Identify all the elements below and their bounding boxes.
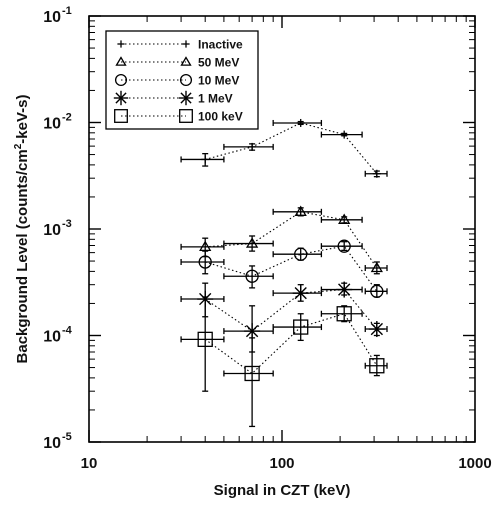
- triangle-marker: [199, 240, 212, 251]
- y-tick-exponent: -5: [62, 431, 72, 443]
- data-point: [364, 169, 388, 178]
- data-point: [320, 213, 363, 224]
- plus-marker: [182, 40, 190, 48]
- data-point: [180, 152, 225, 167]
- data-point: [223, 235, 274, 252]
- y-tick-label: 10: [43, 222, 61, 239]
- data-point: [320, 305, 363, 323]
- data-point: [364, 321, 388, 338]
- data-point: [223, 142, 274, 151]
- triangle-marker: [294, 205, 307, 216]
- triangle-marker: [115, 56, 127, 66]
- data-point: [272, 313, 323, 342]
- data-point: [272, 205, 323, 217]
- legend-entry: Inactive: [117, 38, 243, 52]
- legend-label: Inactive: [198, 38, 243, 52]
- series-line: [205, 245, 378, 292]
- star-marker: [336, 281, 353, 298]
- plus-marker: [201, 155, 210, 164]
- square-marker: [369, 358, 385, 374]
- plus-marker: [248, 142, 257, 151]
- legend-label: 50 MeV: [198, 56, 239, 70]
- data-series: [180, 118, 388, 428]
- data-point: [272, 284, 323, 302]
- series-line: [205, 122, 378, 175]
- plus-marker: [296, 118, 305, 127]
- circle-marker: [370, 284, 384, 298]
- x-axis-label: Signal in CZT (keV): [214, 482, 351, 499]
- series-50-mev: [180, 205, 388, 275]
- star-marker: [368, 321, 385, 338]
- triangle-marker: [338, 213, 351, 224]
- series-line: [204, 313, 378, 375]
- series-100-kev: [180, 296, 388, 428]
- x-tick-label: 1000: [458, 455, 491, 472]
- square-marker: [244, 365, 260, 382]
- legend: Inactive 50 MeV 10 MeV 1 MeV 100 keV: [105, 30, 259, 130]
- legend-label: 100 keV: [198, 110, 243, 124]
- data-point: [180, 250, 225, 275]
- y-axis-ticks: 10-510-410-310-210-1: [43, 5, 475, 452]
- data-point: [180, 296, 225, 392]
- plus-marker: [117, 40, 125, 48]
- y-tick-exponent: -1: [62, 5, 72, 17]
- circle-marker: [294, 247, 308, 261]
- star-marker: [244, 323, 261, 340]
- star-marker: [178, 90, 194, 106]
- triangle-marker: [245, 237, 259, 248]
- legend-entry: 50 MeV: [115, 56, 239, 70]
- square-marker: [293, 319, 309, 335]
- data-point: [223, 305, 274, 353]
- circle-marker: [114, 73, 128, 87]
- data-point: [320, 281, 363, 298]
- circle-marker: [245, 269, 259, 283]
- legend-entry: 100 keV: [114, 109, 243, 124]
- plus-marker: [372, 169, 381, 178]
- star-marker: [292, 285, 309, 302]
- square-marker: [114, 109, 128, 123]
- y-tick-label: 10: [43, 116, 61, 133]
- y-tick-label: 10: [43, 9, 61, 26]
- legend-entry: 10 MeV: [114, 73, 239, 88]
- plus-marker: [340, 130, 349, 139]
- legend-label: 10 MeV: [198, 74, 239, 88]
- series-inactive: [180, 118, 388, 178]
- triangle-marker: [370, 261, 383, 273]
- data-point: [223, 265, 274, 289]
- data-point: [223, 337, 274, 428]
- circle-marker: [198, 255, 212, 269]
- y-axis-label: Background Level (counts/cm2-keV-s): [13, 95, 31, 364]
- x-tick-label: 10: [81, 455, 98, 472]
- legend-label: 1 MeV: [198, 92, 233, 106]
- x-tick-label: 100: [269, 455, 294, 472]
- series-10-mev: [180, 239, 388, 298]
- data-point: [272, 118, 323, 127]
- square-marker: [197, 331, 213, 348]
- x-axis-ticks: 10 100 1000: [81, 16, 492, 472]
- square-marker: [179, 109, 193, 123]
- y-tick-exponent: -3: [62, 218, 72, 230]
- circle-marker: [179, 73, 193, 87]
- data-point: [364, 354, 388, 377]
- data-point: [364, 261, 388, 275]
- data-point: [320, 239, 363, 253]
- data-point: [364, 284, 388, 298]
- circle-marker: [337, 239, 351, 253]
- data-point: [272, 247, 323, 261]
- legend-entry: 1 MeV: [113, 90, 233, 106]
- triangle-marker: [180, 56, 192, 66]
- data-point: [320, 130, 363, 139]
- data-point: [180, 282, 225, 318]
- data-point: [180, 237, 225, 258]
- y-tick-label: 10: [43, 329, 61, 346]
- y-tick-exponent: -4: [62, 325, 73, 337]
- square-marker: [336, 306, 352, 322]
- y-tick-exponent: -2: [62, 112, 72, 124]
- y-tick-label: 10: [43, 435, 61, 452]
- star-marker: [113, 90, 129, 106]
